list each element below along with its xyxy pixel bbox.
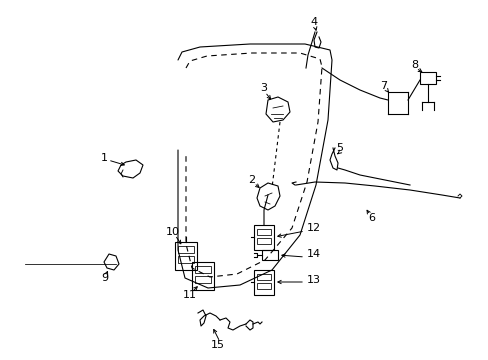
Bar: [253, 270, 273, 295]
Text: 2: 2: [248, 175, 255, 185]
Text: 4: 4: [310, 17, 317, 27]
Bar: [195, 266, 210, 273]
Bar: [257, 283, 270, 289]
Text: 5: 5: [336, 143, 343, 153]
Bar: [262, 250, 278, 260]
Bar: [195, 276, 210, 283]
Text: 9: 9: [101, 273, 108, 283]
Bar: [257, 238, 270, 244]
Bar: [178, 246, 194, 253]
Bar: [253, 225, 273, 250]
Text: 3: 3: [260, 83, 267, 93]
Bar: [257, 229, 270, 235]
Bar: [178, 256, 194, 263]
Text: 15: 15: [210, 340, 224, 350]
Text: 6: 6: [368, 213, 375, 223]
Bar: [175, 242, 197, 270]
Text: 12: 12: [306, 223, 321, 233]
Bar: [257, 274, 270, 280]
Bar: [192, 262, 214, 290]
Text: 13: 13: [306, 275, 320, 285]
Text: 14: 14: [306, 249, 321, 259]
Text: 8: 8: [410, 60, 418, 70]
Text: 1: 1: [101, 153, 107, 163]
Text: 7: 7: [380, 81, 387, 91]
Text: 11: 11: [183, 290, 197, 300]
Text: 10: 10: [165, 227, 180, 237]
Bar: [419, 72, 435, 84]
